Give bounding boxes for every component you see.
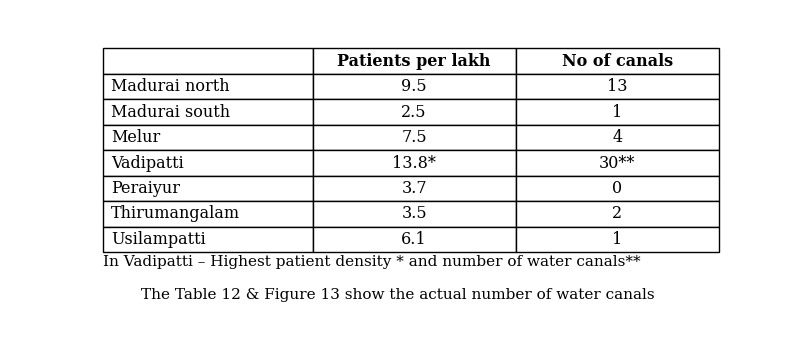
Bar xyxy=(313,125,516,150)
Bar xyxy=(516,201,719,227)
Bar xyxy=(103,201,313,227)
Bar xyxy=(313,176,516,201)
Bar xyxy=(313,150,516,176)
Text: Thirumangalam: Thirumangalam xyxy=(111,205,240,222)
Bar xyxy=(313,201,516,227)
Text: Usilampatti: Usilampatti xyxy=(111,231,205,248)
Bar xyxy=(313,100,516,125)
Bar xyxy=(516,227,719,252)
Text: 4: 4 xyxy=(612,129,622,146)
Text: 2.5: 2.5 xyxy=(401,104,427,121)
Text: No of canals: No of canals xyxy=(561,53,673,70)
Text: 1: 1 xyxy=(612,231,622,248)
Bar xyxy=(313,48,516,74)
Text: 7.5: 7.5 xyxy=(401,129,427,146)
Bar xyxy=(103,150,313,176)
Text: 30**: 30** xyxy=(599,155,635,172)
Text: 6.1: 6.1 xyxy=(401,231,427,248)
Text: 1: 1 xyxy=(612,104,622,121)
Text: Peraiyur: Peraiyur xyxy=(111,180,180,197)
Text: The Table 12 & Figure 13 show the actual number of water canals: The Table 12 & Figure 13 show the actual… xyxy=(140,288,654,302)
Bar xyxy=(516,176,719,201)
Bar xyxy=(103,176,313,201)
Text: Madurai south: Madurai south xyxy=(111,104,230,121)
Bar xyxy=(103,100,313,125)
Text: 9.5: 9.5 xyxy=(401,78,427,95)
Bar xyxy=(516,48,719,74)
Bar xyxy=(313,74,516,100)
Bar xyxy=(516,100,719,125)
Text: 2: 2 xyxy=(612,205,622,222)
Text: Patients per lakh: Patients per lakh xyxy=(338,53,491,70)
Bar xyxy=(103,125,313,150)
Bar xyxy=(516,125,719,150)
Text: In Vadipatti – Highest patient density * and number of water canals**: In Vadipatti – Highest patient density *… xyxy=(103,255,641,269)
Bar xyxy=(103,48,313,74)
Text: Vadipatti: Vadipatti xyxy=(111,155,184,172)
Text: 3.5: 3.5 xyxy=(401,205,427,222)
Bar xyxy=(516,150,719,176)
Text: 13: 13 xyxy=(607,78,627,95)
Text: 13.8*: 13.8* xyxy=(392,155,436,172)
Bar xyxy=(103,74,313,100)
Bar xyxy=(516,74,719,100)
Text: 0: 0 xyxy=(612,180,622,197)
Bar xyxy=(313,227,516,252)
Text: Melur: Melur xyxy=(111,129,160,146)
Text: Madurai north: Madurai north xyxy=(111,78,229,95)
Bar xyxy=(103,227,313,252)
Text: 3.7: 3.7 xyxy=(401,180,427,197)
